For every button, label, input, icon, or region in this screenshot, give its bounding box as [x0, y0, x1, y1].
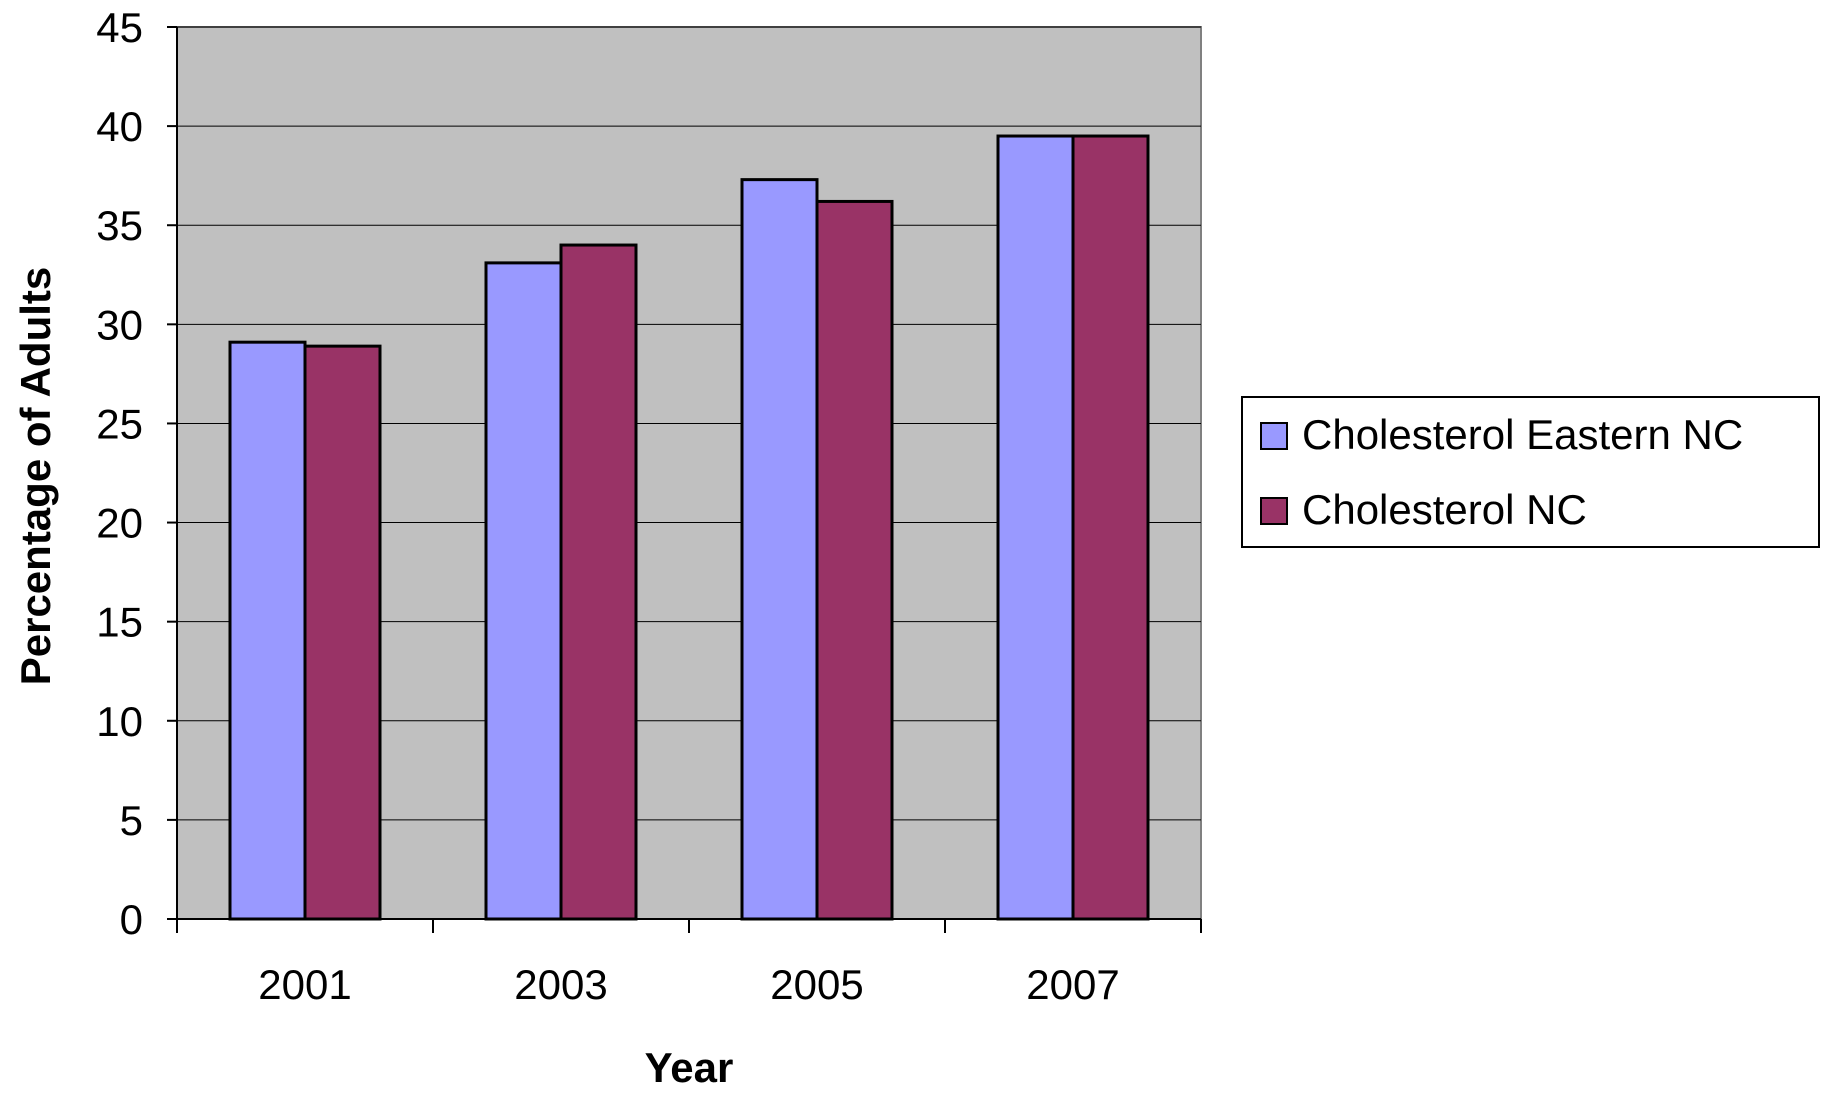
x-axis-title: Year: [645, 1044, 734, 1089]
legend-swatch-nc: [1260, 497, 1288, 525]
bar-2005-series-1: [740, 178, 819, 921]
legend-box: [1241, 396, 1820, 548]
legend: Cholesterol Eastern NC Cholesterol NC: [1241, 396, 1820, 548]
y-tick-label: 35: [96, 202, 143, 249]
y-tick-label: 5: [120, 797, 143, 844]
legend-label-nc: Cholesterol NC: [1302, 486, 1587, 533]
bar-2001-series-2: [303, 344, 382, 921]
y-tick-label: 45: [96, 4, 143, 51]
bar-2003-series-1: [484, 261, 563, 921]
x-tick-label: 2007: [1026, 961, 1119, 1008]
bar-2007-series-2: [1071, 134, 1150, 921]
x-tick-label: 2003: [514, 961, 607, 1008]
y-tick-label: 20: [96, 500, 143, 547]
bars: [228, 134, 1150, 921]
x-tick-label: 2005: [770, 961, 863, 1008]
y-axis-title: Percentage of Adults: [12, 267, 59, 686]
axes: 0 5 10 15 20 25 30 35 40 45 2001 2003 2005 2007: [96, 4, 1202, 1008]
legend-label-eastern-nc: Cholesterol Eastern NC: [1302, 411, 1743, 458]
bar-2003-series-2: [559, 243, 638, 921]
y-tick-label: 0: [120, 896, 143, 943]
bar-2007-series-1: [996, 134, 1075, 921]
y-tick-label: 25: [96, 400, 143, 447]
x-tick-label: 2001: [258, 961, 351, 1008]
bar-2001-series-1: [228, 340, 307, 921]
y-tick-label: 30: [96, 301, 143, 348]
y-tick-label: 40: [96, 103, 143, 150]
legend-swatch-eastern-nc: [1260, 422, 1288, 450]
y-tick-label: 15: [96, 599, 143, 646]
y-tick-label: 10: [96, 698, 143, 745]
bar-2005-series-2: [815, 199, 894, 921]
